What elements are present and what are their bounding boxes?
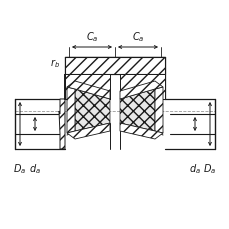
Bar <box>65 75 109 100</box>
Text: $D_a$: $D_a$ <box>202 161 216 175</box>
Polygon shape <box>59 75 65 149</box>
Bar <box>120 75 164 100</box>
Text: $r_b$: $r_b$ <box>50 57 60 70</box>
Polygon shape <box>154 88 162 134</box>
Text: $C_a$: $C_a$ <box>85 30 98 44</box>
Polygon shape <box>120 123 162 139</box>
Polygon shape <box>120 82 162 100</box>
Polygon shape <box>67 88 75 134</box>
Bar <box>65 58 164 75</box>
Text: $C_a$: $C_a$ <box>131 30 144 44</box>
Text: $d_a$: $d_a$ <box>188 161 200 175</box>
Text: $D_a$: $D_a$ <box>13 161 27 175</box>
Polygon shape <box>120 90 154 131</box>
Polygon shape <box>75 90 109 131</box>
Text: $d_a$: $d_a$ <box>29 161 41 175</box>
Polygon shape <box>67 123 109 139</box>
Polygon shape <box>67 82 109 100</box>
